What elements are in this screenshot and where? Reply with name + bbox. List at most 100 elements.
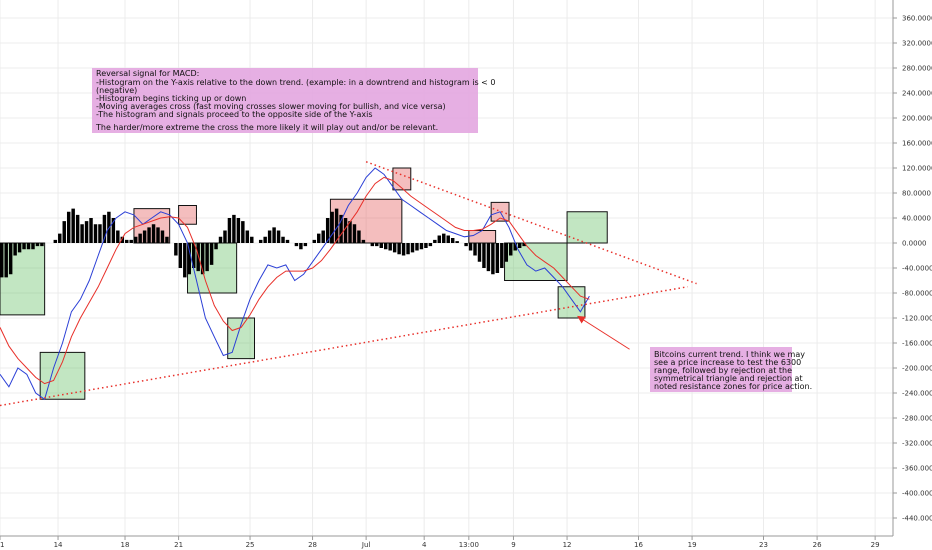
histogram-bar [392, 243, 397, 253]
y-tick-label: -320.0000 [902, 440, 932, 448]
histogram-bar [388, 243, 392, 251]
histogram-bar [383, 243, 388, 250]
x-tick-label: Jul [361, 541, 371, 549]
histogram-bar [116, 230, 120, 243]
y-tick-label: 280.0000 [902, 65, 932, 73]
macd-explanation-note: Reversal signal for MACD: -Histogram on … [92, 68, 496, 133]
y-tick-label: 120.0000 [902, 165, 932, 173]
histogram-bar [334, 208, 339, 243]
histogram-bar [455, 241, 459, 243]
histogram-bar [232, 214, 236, 243]
histogram-bar [428, 243, 433, 247]
histogram-bar [504, 243, 509, 262]
macd-note-line: -The histogram and signals proceed to th… [96, 110, 372, 119]
histogram-bar [111, 218, 116, 243]
pointer-arrow [577, 315, 630, 350]
trendlines [0, 161, 697, 407]
histogram-bar [236, 218, 241, 243]
y-tick-label: -120.0000 [902, 315, 932, 323]
histogram-bar [151, 224, 156, 243]
histogram-bar [522, 243, 526, 247]
histogram-bar [160, 230, 165, 243]
histogram-bar [339, 214, 343, 243]
histogram-bar [17, 243, 22, 253]
y-tick-label: -240.0000 [902, 390, 932, 398]
y-tick-label: 240.0000 [902, 90, 932, 98]
x-tick-label: 12 [563, 541, 572, 549]
histogram-bar [223, 230, 227, 243]
histogram-bar [125, 239, 129, 243]
macd-note-line: The harder/more extreme the cross the mo… [95, 123, 438, 132]
trend-note-background [650, 347, 792, 392]
histogram-bar [75, 214, 80, 243]
histogram-bar [40, 243, 44, 247]
histogram-bar [272, 227, 276, 243]
histogram-bar [317, 233, 321, 243]
histogram-bar [13, 243, 17, 256]
x-tick-label: 18 [121, 541, 130, 549]
macd-note-line: -Histogram on the Y-axis relative to the… [96, 78, 496, 87]
macd-note-line: -Histogram begins ticking up or down [96, 94, 246, 103]
moving-average-line [0, 176, 590, 385]
histogram-bar [218, 236, 223, 243]
histogram-bar [303, 243, 308, 247]
histogram-bar [26, 243, 31, 250]
macd-note-background [92, 68, 478, 133]
x-tick-label: 21 [174, 541, 183, 549]
histogram-bar [258, 239, 263, 243]
x-tick-label: 29 [871, 541, 880, 549]
histogram-bar [156, 227, 160, 243]
x-tick-label: 19 [688, 541, 697, 549]
y-tick-label: -400.0000 [902, 490, 932, 498]
macd-note-line: (negative) [96, 86, 137, 95]
x-axis-panel [0, 536, 932, 550]
histogram-bar [183, 243, 187, 278]
histogram-bar [379, 243, 383, 248]
histogram-bar [464, 243, 468, 247]
histogram-bar [446, 235, 450, 243]
histogram-bar [437, 235, 442, 243]
y-tick-label: 0.0000 [902, 240, 927, 248]
histogram-bar [200, 243, 205, 275]
histogram-bar [142, 230, 147, 243]
y-tick-label: -280.0000 [902, 415, 932, 423]
trend-note-line: see a price increase to test the 6300 [654, 358, 801, 367]
histogram-bar [513, 243, 517, 251]
histogram-bar [442, 233, 446, 243]
macd-note-line: -Moving averages cross (fast moving cros… [96, 102, 446, 111]
histogram-bar [89, 218, 93, 243]
histogram-bar [165, 236, 169, 243]
histogram-bar [22, 243, 26, 250]
x-tick-label: 28 [308, 541, 317, 549]
y-tick-label: 80.0000 [902, 190, 931, 198]
histogram-bar [98, 224, 102, 243]
green-zone-box [557, 286, 586, 319]
histogram-bar [62, 221, 66, 243]
histogram-bar [84, 221, 89, 243]
histogram-bar [294, 243, 299, 247]
x-tick-label: 23 [759, 541, 768, 549]
histogram-bar [491, 243, 495, 275]
histogram-bar [102, 214, 107, 243]
histogram-bar [370, 243, 375, 247]
histogram-bar [468, 243, 473, 251]
histogram-bar [58, 233, 62, 243]
histogram-bar [250, 236, 254, 243]
x-tick-label: 13:00 [459, 541, 479, 549]
histogram-bar [53, 239, 58, 243]
histogram-bar [71, 208, 75, 243]
histogram-bar [263, 236, 267, 243]
macd-signal-lines [0, 167, 590, 401]
x-axis-ticks: 11 14 18 21 25 28 Jul 4 13:00 9 12 16 19 23 26 29 [0, 536, 880, 549]
red-zone-box [178, 205, 197, 225]
histogram-bar [35, 243, 40, 247]
histogram-bar [196, 243, 200, 272]
histogram-bar [8, 243, 13, 275]
histogram-bar [495, 243, 500, 273]
red-zone-box [468, 230, 497, 244]
moving-average-line [0, 167, 590, 401]
trend-note-line: Bitcoins current trend. I think we may [654, 350, 805, 359]
histogram-bar [129, 239, 133, 243]
histogram-bar [93, 224, 98, 243]
